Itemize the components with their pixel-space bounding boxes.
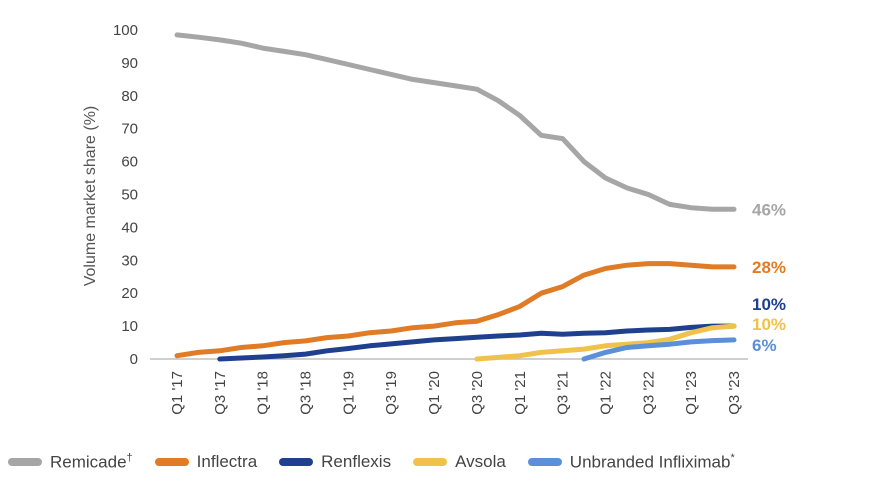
end-label: 28% xyxy=(752,258,786,277)
x-tick-label: Q1 '20 xyxy=(426,371,443,415)
legend-series-name: Renflexis xyxy=(321,452,392,472)
legend-label: Unbranded Infliximab* xyxy=(570,452,735,473)
legend-footnote-mark: † xyxy=(126,452,133,464)
x-tick-label: Q3 '19 xyxy=(383,371,400,415)
y-tick-label: 50 xyxy=(121,187,138,204)
x-tick-label: Q3 '18 xyxy=(298,371,315,415)
y-tick-label: 90 xyxy=(121,55,138,72)
x-tick-label: Q3 '20 xyxy=(469,371,486,415)
end-label: 6% xyxy=(752,336,777,355)
legend-series-name: Avsola xyxy=(455,452,506,472)
legend-swatch xyxy=(527,458,562,467)
x-tick-label: Q1 '22 xyxy=(597,371,614,415)
y-tick-label: 0 xyxy=(130,351,138,368)
x-tick-label: Q1 '21 xyxy=(512,371,529,415)
series-line-avsola xyxy=(474,323,737,362)
series-line-inflectra xyxy=(174,261,737,359)
y-tick-label: 60 xyxy=(121,154,138,171)
x-tick-label: Q1 '17 xyxy=(169,371,186,415)
x-tick-label: Q3 '21 xyxy=(555,371,572,415)
legend-label: Avsola xyxy=(455,452,506,472)
series-line-unbranded-infliximab xyxy=(581,337,737,362)
legend-swatch xyxy=(279,458,314,467)
y-axis-title: Volume market share (%) xyxy=(82,106,99,287)
legend-footnote-mark: * xyxy=(730,452,735,464)
legend-item: Renflexis xyxy=(279,452,391,472)
legend-label: Inflectra xyxy=(197,452,257,472)
y-tick-label: 100 xyxy=(113,22,138,39)
legend-item: Remicade† xyxy=(8,452,133,473)
x-tick-label: Q1 '23 xyxy=(683,371,700,415)
chart-legend: Remicade† Inflectra Renflexis Avsola Unbrand… xyxy=(8,452,757,473)
legend-label: Renflexis xyxy=(321,452,391,472)
legend-swatch xyxy=(8,458,42,467)
legend-swatch xyxy=(154,458,189,467)
x-tick-label: Q3 '22 xyxy=(640,371,657,415)
legend-series-name: Unbranded Infliximab xyxy=(569,452,731,472)
legend-series-name: Remicade xyxy=(50,452,127,472)
series-line-renflexis xyxy=(217,323,737,362)
y-tick-label: 10 xyxy=(121,318,138,335)
x-tick-label: Q3 '23 xyxy=(726,371,743,415)
legend-swatch xyxy=(413,458,448,467)
end-label: 10% xyxy=(752,295,786,314)
y-tick-label: 40 xyxy=(121,219,138,236)
legend-item: Avsola xyxy=(413,452,506,472)
y-tick-label: 80 xyxy=(121,88,138,105)
legend-series-name: Inflectra xyxy=(196,452,258,472)
legend-item: Inflectra xyxy=(154,452,257,472)
x-tick-label: Q1 '18 xyxy=(255,371,272,415)
series-line-remicade xyxy=(174,32,737,212)
x-tick-label: Q1 '19 xyxy=(340,371,357,415)
legend-label: Remicade† xyxy=(50,452,133,473)
end-label: 46% xyxy=(752,200,786,219)
legend-item: Unbranded Infliximab* xyxy=(527,452,735,473)
x-tick-label: Q3 '17 xyxy=(212,371,229,415)
y-tick-label: 70 xyxy=(121,121,138,138)
y-tick-label: 20 xyxy=(121,285,138,302)
end-label: 10% xyxy=(752,315,786,334)
y-tick-label: 30 xyxy=(121,252,138,269)
